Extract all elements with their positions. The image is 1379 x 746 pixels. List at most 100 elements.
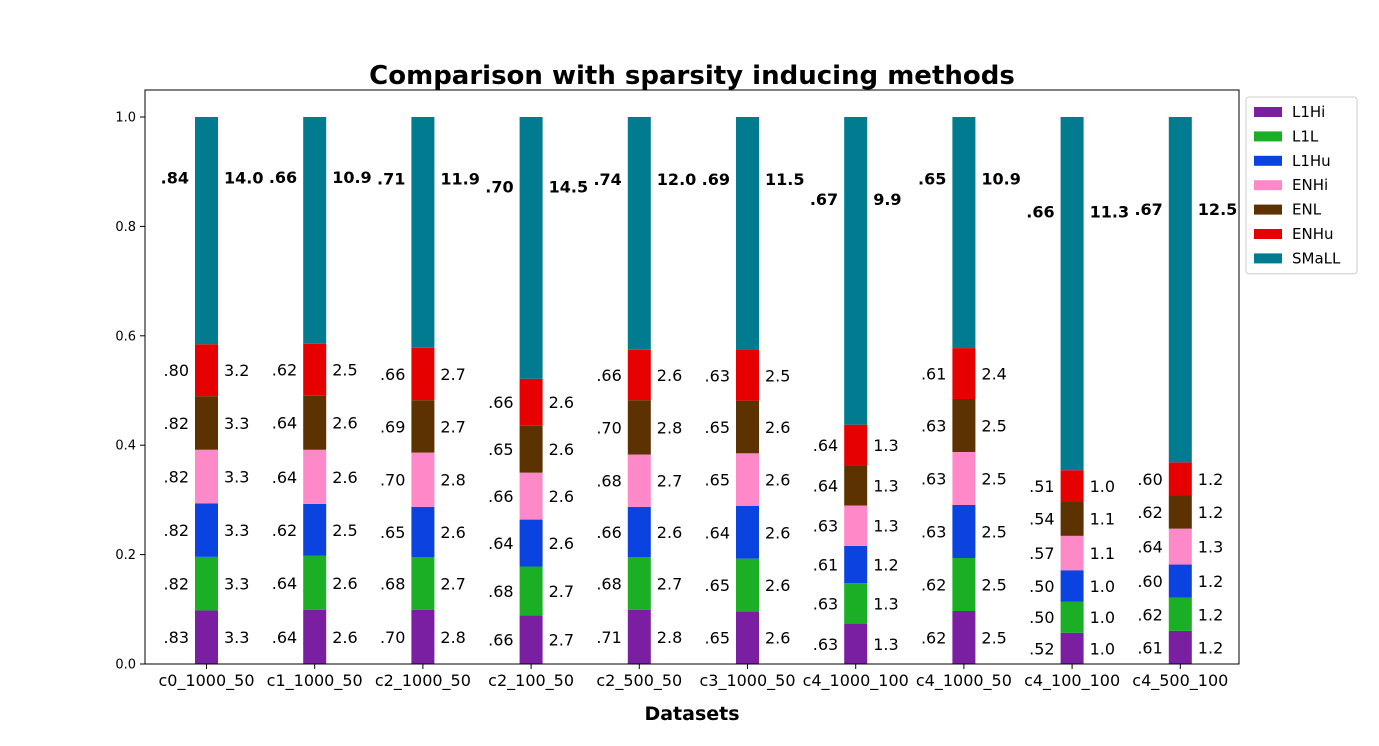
data-label-score: .66 xyxy=(1026,202,1054,221)
data-label-value: 2.5 xyxy=(981,416,1006,435)
bar-segment-enl xyxy=(1168,495,1192,529)
data-label-value: 1.0 xyxy=(1090,608,1115,627)
legend-swatch-l1hu xyxy=(1254,155,1282,166)
legend-label-small: SMaLL xyxy=(1292,249,1341,267)
data-label-value: 2.6 xyxy=(765,576,790,595)
y-tick-label: 0.8 xyxy=(115,220,136,235)
data-label-value: 1.3 xyxy=(873,436,898,455)
data-label-score: .82 xyxy=(164,468,189,487)
x-tick-label: c3_1000_50 xyxy=(699,671,795,691)
x-tick-label: c2_1000_50 xyxy=(375,671,471,691)
legend-label-enhu: ENHu xyxy=(1292,225,1333,243)
bar-segment-enhu xyxy=(1060,470,1084,502)
bar-segment-l1hi xyxy=(1060,632,1084,664)
data-label-value: 3.3 xyxy=(224,468,249,487)
bar-segment-l1hu xyxy=(303,503,327,556)
data-label-score: .57 xyxy=(1029,544,1054,563)
bar-segment-l1l xyxy=(736,558,759,612)
data-label-value: 1.3 xyxy=(1198,538,1223,557)
data-label-value: 2.7 xyxy=(657,575,682,594)
data-label-value: 14.0 xyxy=(224,168,263,187)
bar-segment-l1hi xyxy=(303,609,327,664)
data-label-score: .66 xyxy=(488,487,513,506)
x-axis-label: Datasets xyxy=(644,703,739,725)
data-label-score: .63 xyxy=(921,416,946,435)
data-label-score: .82 xyxy=(164,575,189,594)
data-label-score: .62 xyxy=(1137,503,1162,522)
bar-segment-small xyxy=(627,117,651,350)
bar-segment-enhu xyxy=(411,347,435,401)
data-label-score: .65 xyxy=(380,523,405,542)
bar-segment-enhi xyxy=(844,505,868,546)
data-label-score: .68 xyxy=(488,582,513,601)
data-label-score: .64 xyxy=(272,468,297,487)
data-label-value: 2.6 xyxy=(765,629,790,648)
data-label-score: .64 xyxy=(705,523,730,542)
data-label-value: 2.5 xyxy=(981,575,1006,594)
data-label-value: 9.9 xyxy=(873,190,901,209)
bar-segment-l1l xyxy=(844,583,868,624)
data-label-score: .66 xyxy=(269,168,297,187)
data-label-score: .66 xyxy=(596,366,621,385)
bar-segment-l1hu xyxy=(195,503,218,557)
legend-swatch-small xyxy=(1254,253,1282,264)
data-label-value: 2.6 xyxy=(332,468,357,487)
data-label-score: .51 xyxy=(1029,477,1054,496)
bar-segment-l1hi xyxy=(844,623,868,664)
bar-segment-l1l xyxy=(195,556,218,611)
data-label-value: 2.7 xyxy=(440,365,465,384)
data-label-value: 2.4 xyxy=(981,365,1006,384)
data-label-value: 2.6 xyxy=(332,628,357,647)
x-tick-label: c2_100_50 xyxy=(488,671,574,691)
bar-segment-l1hi xyxy=(195,610,218,664)
data-label-score: .66 xyxy=(488,393,513,412)
bar-segment-enhu xyxy=(1168,462,1192,496)
data-label-value: 1.3 xyxy=(873,594,898,613)
data-label-score: .83 xyxy=(164,628,189,647)
data-label-value: 1.2 xyxy=(1198,503,1223,522)
data-label-value: 1.2 xyxy=(1198,572,1223,591)
data-label-value: 3.3 xyxy=(224,521,249,540)
data-label-score: .66 xyxy=(596,523,621,542)
data-label-score: .60 xyxy=(1137,572,1162,591)
bar-segment-enhi xyxy=(952,451,976,505)
bar-segment-small xyxy=(411,117,435,348)
bar-segment-enhi xyxy=(519,472,543,520)
legend-swatch-enhu xyxy=(1254,229,1282,239)
data-label-score: .65 xyxy=(705,629,730,648)
data-label-value: 1.2 xyxy=(1198,638,1223,657)
data-label-score: .64 xyxy=(488,534,513,553)
y-tick-label: 0.6 xyxy=(115,329,136,344)
data-label-value: 1.3 xyxy=(873,517,898,536)
plot-frame xyxy=(144,89,1240,665)
data-label-value: 3.3 xyxy=(224,575,249,594)
bar-segment-l1l xyxy=(1060,601,1084,633)
bar-segment-l1hu xyxy=(519,519,543,567)
data-label-value: 2.6 xyxy=(549,393,574,412)
bar-segment-l1hu xyxy=(1168,564,1192,598)
bar-segment-enhi xyxy=(195,449,218,504)
data-label-value: 1.1 xyxy=(1090,510,1115,529)
bar-segment-l1hu xyxy=(1060,570,1084,602)
legend-label-enl: ENL xyxy=(1292,201,1322,219)
bar-segment-enhu xyxy=(736,349,759,401)
data-label-score: .50 xyxy=(1029,577,1054,596)
data-label-score: .61 xyxy=(1137,638,1162,657)
data-label-score: .70 xyxy=(380,471,405,490)
data-label-value: 2.6 xyxy=(765,418,790,437)
data-label-value: 1.3 xyxy=(873,476,898,495)
data-label-value: 2.7 xyxy=(657,472,682,491)
data-label-score: .63 xyxy=(921,469,946,488)
bar-segment-small xyxy=(519,117,543,379)
data-label-score: .65 xyxy=(705,418,730,437)
data-label-score: .82 xyxy=(164,414,189,433)
y-tick-label: 0.2 xyxy=(115,548,136,563)
x-tick-label: c4_500_100 xyxy=(1132,671,1228,691)
data-label-score: .64 xyxy=(813,476,838,495)
x-tick-label: c1_1000_50 xyxy=(267,671,363,691)
data-label-value: 2.8 xyxy=(440,471,465,490)
data-label-value: 1.3 xyxy=(873,635,898,654)
data-label-value: 2.5 xyxy=(765,366,790,385)
bar-segment-small xyxy=(303,117,327,344)
data-label-value: 11.9 xyxy=(440,169,479,188)
